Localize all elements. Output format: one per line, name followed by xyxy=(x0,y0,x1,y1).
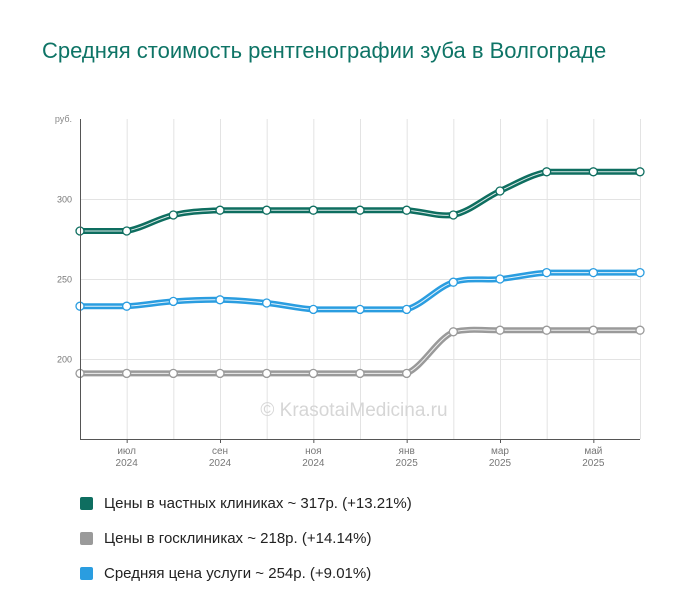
data-point xyxy=(402,368,412,379)
data-point xyxy=(635,267,645,278)
data-point xyxy=(542,167,552,177)
legend-swatch xyxy=(80,532,93,545)
x-tick-month: июл xyxy=(117,446,136,457)
legend: Цены в частных клиниках ~ 317р. (+13.21%… xyxy=(80,486,412,591)
data-point xyxy=(355,304,365,315)
data-point xyxy=(168,210,178,220)
data-point xyxy=(542,267,552,278)
data-point xyxy=(542,325,552,335)
x-tick-month: май xyxy=(584,446,602,457)
data-point xyxy=(588,167,598,177)
data-point xyxy=(308,304,318,315)
data-point xyxy=(588,267,598,278)
watermark: © KrasotaiMedicina.ru xyxy=(260,400,447,421)
series-points xyxy=(75,167,645,379)
data-point xyxy=(402,304,412,315)
data-point xyxy=(215,295,225,305)
data-point xyxy=(308,205,318,215)
data-point xyxy=(588,325,598,335)
y-unit-label: руб. xyxy=(55,114,72,124)
x-tick-year: 2024 xyxy=(302,458,325,469)
chart-title: Средняя стоимость рентгенографии зуба в … xyxy=(42,38,607,63)
data-point xyxy=(355,368,365,379)
data-point xyxy=(308,368,318,379)
y-tick-label: 200 xyxy=(57,355,72,365)
y-tick-label: 250 xyxy=(57,275,72,285)
grid xyxy=(80,119,641,439)
data-point xyxy=(262,298,272,308)
legend-item-average[interactable]: Средняя цена услуги ~ 254р. (+9.01%) xyxy=(80,556,412,591)
x-tick-year: 2024 xyxy=(209,458,232,469)
legend-label: Цены в госклиниках ~ 218р. (+14.14%) xyxy=(104,530,372,547)
legend-swatch xyxy=(80,567,93,580)
data-point xyxy=(215,368,225,379)
x-tick-month: янв xyxy=(399,446,415,457)
data-point xyxy=(262,368,272,379)
data-point xyxy=(448,277,458,287)
data-point xyxy=(122,368,132,379)
data-point xyxy=(448,210,458,220)
legend-swatch xyxy=(80,497,93,510)
data-point xyxy=(448,327,458,337)
x-tick-year: 2024 xyxy=(116,458,139,469)
x-tick-month: сен xyxy=(212,446,228,457)
data-point xyxy=(635,325,645,335)
x-tick-year: 2025 xyxy=(396,458,419,469)
legend-item-private[interactable]: Цены в частных клиниках ~ 317р. (+13.21%… xyxy=(80,486,412,521)
data-point xyxy=(122,226,132,236)
data-point xyxy=(635,167,645,177)
axes: 200250300руб.июл2024сен2024ноя2024янв202… xyxy=(55,114,640,469)
data-point xyxy=(262,205,272,215)
data-point xyxy=(215,205,225,215)
legend-label: Средняя цена услуги ~ 254р. (+9.01%) xyxy=(104,565,372,582)
data-point xyxy=(355,205,365,215)
data-point xyxy=(495,186,505,196)
legend-item-public[interactable]: Цены в госклиниках ~ 218р. (+14.14%) xyxy=(80,521,412,556)
data-point xyxy=(495,325,505,335)
x-tick-year: 2025 xyxy=(582,458,605,469)
y-tick-label: 300 xyxy=(57,195,72,205)
data-point xyxy=(168,296,178,307)
legend-label: Цены в частных клиниках ~ 317р. (+13.21%… xyxy=(104,495,412,512)
x-tick-month: ноя xyxy=(305,446,322,457)
data-point xyxy=(495,274,505,284)
data-point xyxy=(168,368,178,379)
x-tick-month: мар xyxy=(491,446,509,457)
data-point xyxy=(402,205,412,215)
data-point xyxy=(122,301,132,311)
x-tick-year: 2025 xyxy=(489,458,512,469)
